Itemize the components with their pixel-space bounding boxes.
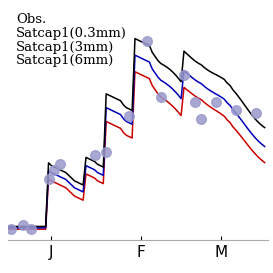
- Point: [199, 117, 203, 121]
- Point: [254, 111, 258, 115]
- Point: [234, 108, 238, 112]
- Point: [144, 39, 149, 44]
- Point: [46, 177, 51, 182]
- Point: [93, 152, 97, 157]
- Point: [9, 227, 13, 232]
- Point: [182, 72, 186, 77]
- Point: [52, 168, 57, 172]
- Point: [29, 227, 33, 232]
- Point: [193, 100, 198, 104]
- Legend: Obs., Satcap1(0.3mm), Satcap1(3mm), Satcap1(6mm): Obs., Satcap1(0.3mm), Satcap1(3mm), Satc…: [15, 12, 128, 69]
- Point: [213, 100, 218, 104]
- Point: [104, 150, 108, 154]
- Point: [58, 162, 62, 167]
- Point: [127, 114, 131, 118]
- Point: [159, 94, 163, 99]
- Point: [20, 223, 25, 227]
